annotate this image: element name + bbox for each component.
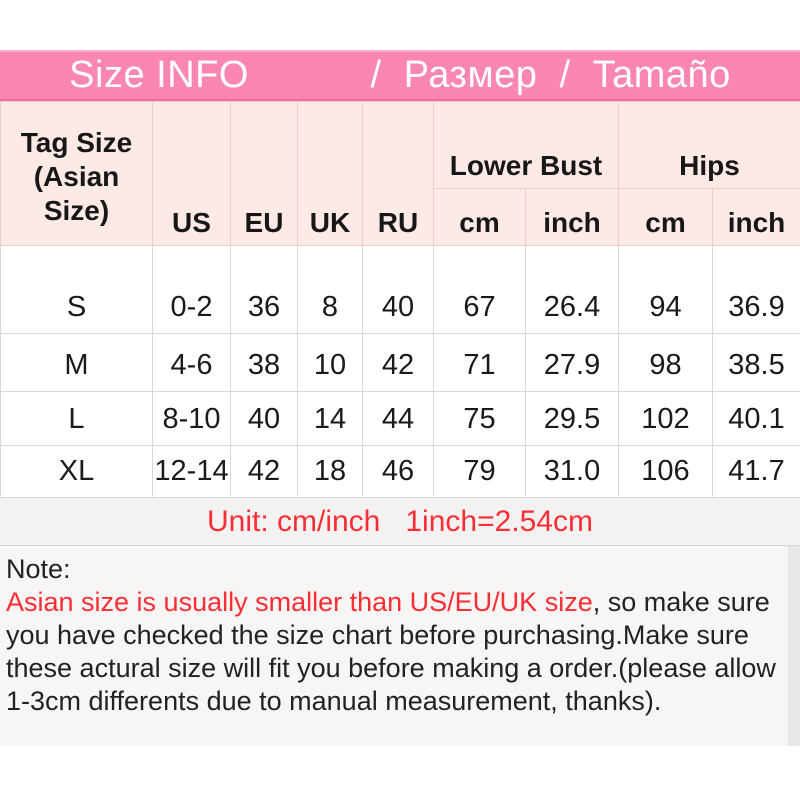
col-header-eu: EU — [230, 101, 298, 246]
top-margin — [0, 0, 800, 50]
cell-hips-cm: 102 — [618, 391, 713, 446]
cell-eu: 40 — [230, 391, 298, 446]
corner-header-line: Size) — [43, 194, 110, 226]
cell-us: 0-2 — [152, 245, 231, 334]
cell-lower-bust-cm: 75 — [433, 391, 526, 446]
cell-hips-inch: 36.9 — [712, 245, 800, 334]
cell-hips-inch: 41.7 — [712, 445, 800, 498]
note-label: Note: — [6, 554, 71, 584]
corner-header-tag-size: Tag Size (Asian Size) — [0, 101, 153, 246]
cell-hips-cm: 106 — [618, 445, 713, 498]
right-edge-shade — [788, 546, 800, 746]
unit-note-row: Unit: cm/inch 1inch=2.54cm — [0, 498, 800, 546]
cell-eu: 36 — [230, 245, 298, 334]
header-row-groups: Tag Size (Asian Size) US EU UK RU Lower … — [0, 101, 800, 246]
cell-lower-bust-inch: 31.0 — [525, 445, 619, 498]
subcol-header-hips-inch: inch — [712, 188, 800, 246]
note-line-1-red: Asian size is usually smaller than US/EU… — [6, 587, 593, 617]
table-row-s: S 0-2 36 8 40 67 26.4 94 36.9 — [0, 245, 800, 334]
size-info-title-bar: Size INFO / Размер / Tamaño — [0, 50, 800, 101]
subcol-header-hips-cm: cm — [618, 188, 713, 246]
note-line-1-black: , so make sure — [592, 587, 770, 617]
cell-us: 4-6 — [152, 333, 231, 392]
cell-eu: 42 — [230, 445, 298, 498]
cell-tag-size: L — [0, 391, 153, 446]
size-info-title: Size INFO / Размер / Tamaño — [69, 54, 731, 96]
note-line-2: you have checked the size chart before p… — [6, 620, 749, 650]
cell-hips-inch: 38.5 — [712, 333, 800, 392]
corner-header-line: (Asian — [33, 160, 120, 192]
cell-us: 8-10 — [152, 391, 231, 446]
group-header-hips: Hips — [618, 101, 800, 189]
table-row-m: M 4-6 38 10 42 71 27.9 98 38.5 — [0, 333, 800, 392]
size-chart-table: Tag Size (Asian Size) US EU UK RU Lower … — [0, 101, 800, 498]
table-row-l: L 8-10 40 14 44 75 29.5 102 40.1 — [0, 391, 800, 446]
cell-hips-cm: 94 — [618, 245, 713, 334]
cell-lower-bust-inch: 29.5 — [525, 391, 619, 446]
cell-lower-bust-cm: 67 — [433, 245, 526, 334]
note-section: Note: Asian size is usually smaller than… — [0, 546, 800, 746]
subcol-header-lower-bust-cm: cm — [433, 188, 526, 246]
cell-lower-bust-cm: 79 — [433, 445, 526, 498]
cell-ru: 46 — [362, 445, 434, 498]
cell-ru: 40 — [362, 245, 434, 334]
cell-uk: 10 — [297, 333, 363, 392]
note-line-1: Asian size is usually smaller than US/EU… — [6, 586, 786, 619]
cell-hips-cm: 98 — [618, 333, 713, 392]
cell-tag-size: M — [0, 333, 153, 392]
col-header-us: US — [152, 101, 231, 246]
col-header-ru: RU — [362, 101, 434, 246]
note-line-4: 1-3cm differents due to manual measureme… — [6, 686, 662, 716]
group-header-lower-bust: Lower Bust — [433, 101, 619, 189]
subcol-header-lower-bust-inch: inch — [525, 188, 619, 246]
note-line-3: these actural size will fit you before m… — [6, 653, 776, 683]
cell-uk: 8 — [297, 245, 363, 334]
table-row-xl: XL 12-14 42 18 46 79 31.0 106 41.7 — [0, 445, 800, 498]
cell-tag-size: S — [0, 245, 153, 334]
cell-ru: 42 — [362, 333, 434, 392]
cell-uk: 14 — [297, 391, 363, 446]
corner-header-line: Tag Size — [20, 126, 133, 158]
cell-us: 12-14 — [152, 445, 231, 498]
cell-tag-size: XL — [0, 445, 153, 498]
unit-note-text: Unit: cm/inch 1inch=2.54cm — [206, 504, 593, 538]
header-row-units: cm inch cm inch — [1, 188, 800, 246]
cell-lower-bust-inch: 26.4 — [525, 245, 619, 334]
cell-ru: 44 — [362, 391, 434, 446]
cell-hips-inch: 40.1 — [712, 391, 800, 446]
cell-lower-bust-inch: 27.9 — [525, 333, 619, 392]
bottom-margin — [0, 746, 800, 800]
cell-eu: 38 — [230, 333, 298, 392]
cell-uk: 18 — [297, 445, 363, 498]
cell-lower-bust-cm: 71 — [433, 333, 526, 392]
col-header-uk: UK — [297, 101, 363, 246]
